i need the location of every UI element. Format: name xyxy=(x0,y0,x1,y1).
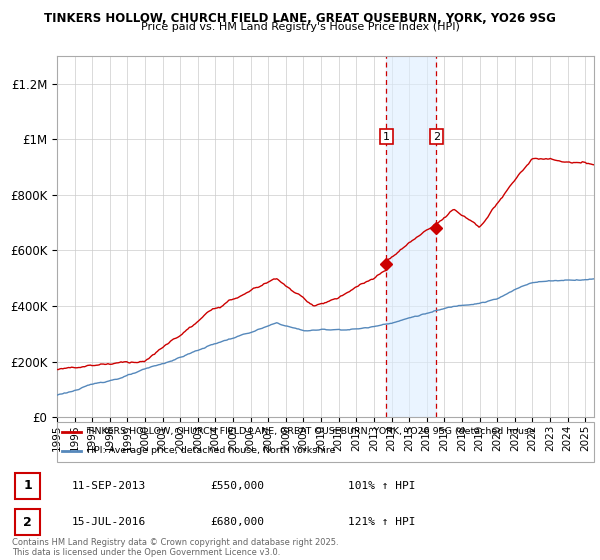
Text: 15-JUL-2016: 15-JUL-2016 xyxy=(72,517,146,527)
Text: 2: 2 xyxy=(23,516,32,529)
Text: Contains HM Land Registry data © Crown copyright and database right 2025.
This d: Contains HM Land Registry data © Crown c… xyxy=(12,538,338,557)
Text: 11-SEP-2013: 11-SEP-2013 xyxy=(72,481,146,491)
Text: TINKERS HOLLOW, CHURCH FIELD LANE, GREAT OUSEBURN, YORK, YO26 9SG (detached hous: TINKERS HOLLOW, CHURCH FIELD LANE, GREAT… xyxy=(86,427,535,436)
FancyBboxPatch shape xyxy=(15,473,40,498)
Text: 1: 1 xyxy=(383,132,390,142)
Text: Price paid vs. HM Land Registry's House Price Index (HPI): Price paid vs. HM Land Registry's House … xyxy=(140,22,460,32)
Text: £680,000: £680,000 xyxy=(210,517,264,527)
Text: 121% ↑ HPI: 121% ↑ HPI xyxy=(348,517,415,527)
Text: 101% ↑ HPI: 101% ↑ HPI xyxy=(348,481,415,491)
Text: 2: 2 xyxy=(433,132,440,142)
Text: £550,000: £550,000 xyxy=(210,481,264,491)
Text: HPI: Average price, detached house, North Yorkshire: HPI: Average price, detached house, Nort… xyxy=(86,446,335,455)
FancyBboxPatch shape xyxy=(15,510,40,535)
Text: 1: 1 xyxy=(23,479,32,492)
Text: TINKERS HOLLOW, CHURCH FIELD LANE, GREAT OUSEBURN, YORK, YO26 9SG: TINKERS HOLLOW, CHURCH FIELD LANE, GREAT… xyxy=(44,12,556,25)
